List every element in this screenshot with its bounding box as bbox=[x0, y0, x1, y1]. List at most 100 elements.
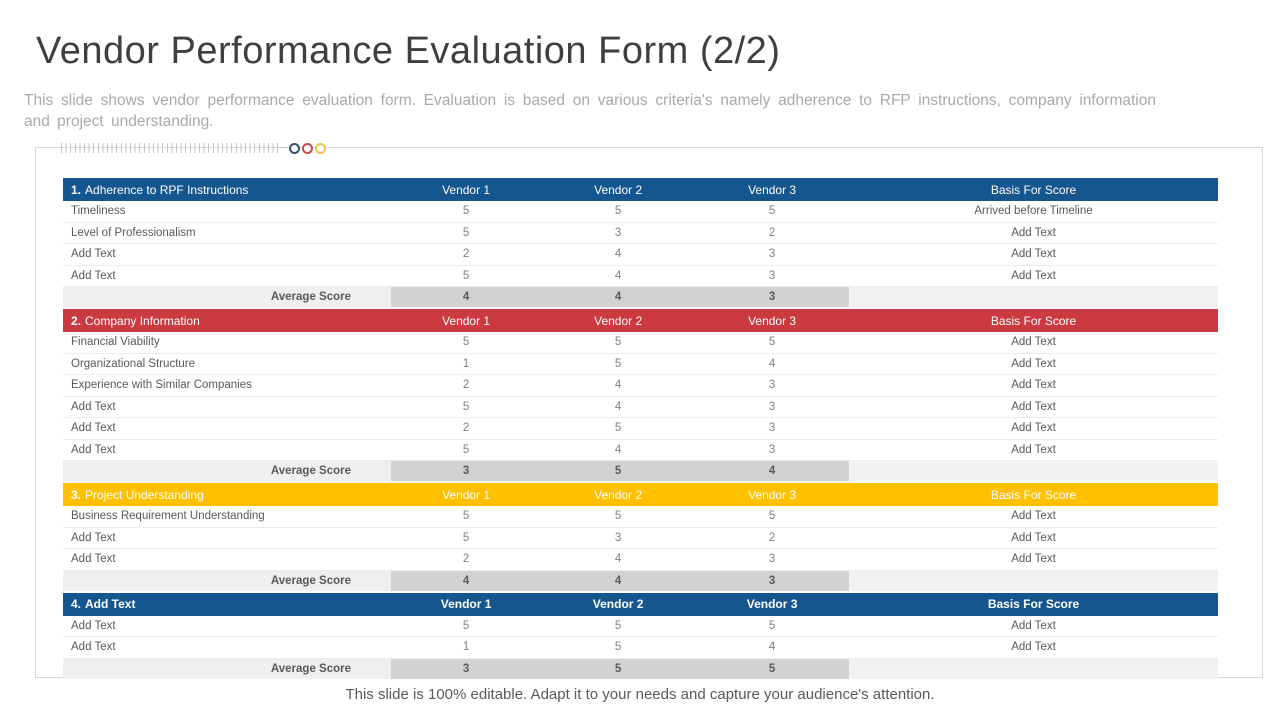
average-score-cell: 4 bbox=[391, 287, 542, 307]
criteria-cell: Add Text bbox=[71, 422, 116, 435]
score-cell: 2 bbox=[768, 226, 776, 239]
basis-cell: Add Text bbox=[1011, 553, 1056, 566]
score-cell: 4 bbox=[768, 641, 776, 654]
section-title: Add Text bbox=[85, 597, 136, 611]
progress-dot-red bbox=[302, 143, 313, 154]
basis-cell: Add Text bbox=[1011, 443, 1056, 456]
average-score-label: Average Score bbox=[63, 461, 392, 481]
vendor-column-header: Vendor 2 bbox=[594, 313, 643, 328]
section-title: Adherence to RPF Instructions bbox=[85, 182, 249, 197]
basis-cell: Add Text bbox=[1011, 400, 1056, 413]
decorative-strip bbox=[36, 142, 1262, 154]
score-cell: 5 bbox=[462, 336, 470, 349]
average-score-cell: 3 bbox=[695, 570, 850, 591]
section-number: 1. bbox=[71, 182, 82, 197]
score-cell: 5 bbox=[768, 336, 776, 349]
section-header-row: 2. Company Information Vendor 1 Vendor 2 Ven… bbox=[63, 309, 1218, 332]
basis-column-header: Basis For Score bbox=[990, 313, 1077, 328]
basis-cell: Add Text bbox=[1011, 226, 1056, 239]
vendor-column-header: Vendor 3 bbox=[748, 487, 797, 502]
score-cell: 4 bbox=[614, 553, 622, 566]
score-cell: 5 bbox=[462, 400, 470, 413]
criteria-cell: Financial Viability bbox=[71, 336, 160, 349]
criteria-cell: Level of Professionalism bbox=[71, 226, 196, 239]
vendor-column-header: Vendor 2 bbox=[592, 597, 644, 611]
vendor-column-header: Vendor 3 bbox=[748, 313, 797, 328]
section-number: 3. bbox=[71, 487, 82, 502]
table-row: Business Requirement Understanding 5 5 5 Add… bbox=[63, 506, 1218, 528]
score-cell: 3 bbox=[768, 400, 776, 413]
score-cell: 2 bbox=[462, 379, 470, 392]
score-cell: 5 bbox=[462, 205, 470, 218]
basis-cell: Add Text bbox=[1011, 336, 1056, 349]
score-cell: 5 bbox=[462, 443, 470, 456]
table-row: Add Text 2 4 3 Add Text bbox=[63, 549, 1218, 571]
average-score-cell: 4 bbox=[541, 287, 696, 307]
score-cell: 3 bbox=[614, 531, 622, 544]
basis-cell: Add Text bbox=[1011, 248, 1056, 261]
average-score-cell: 4 bbox=[695, 461, 850, 481]
score-cell: 5 bbox=[614, 357, 622, 370]
score-cell: 3 bbox=[768, 422, 776, 435]
table-row: Experience with Similar Companies 2 4 3 Add … bbox=[63, 375, 1218, 397]
vendor-column-header: Vendor 1 bbox=[442, 182, 491, 197]
vendor-column-header: Vendor 1 bbox=[442, 487, 491, 502]
criteria-cell: Add Text bbox=[71, 619, 116, 632]
content-panel: 1. Adherence to RPF Instructions Vendor 1 V… bbox=[35, 143, 1263, 679]
basis-column-header: Basis For Score bbox=[990, 182, 1077, 197]
table-section-2: 2. Company Information Vendor 1 Vendor 2 Ven… bbox=[63, 309, 1218, 481]
score-cell: 5 bbox=[768, 619, 776, 632]
average-score-row: Average Score 4 4 3 bbox=[63, 287, 1218, 307]
criteria-cell: Add Text bbox=[71, 400, 116, 413]
dash-ornament bbox=[279, 147, 287, 148]
score-cell: 1 bbox=[462, 357, 470, 370]
progress-dot-blue bbox=[289, 143, 300, 154]
criteria-cell: Experience with Similar Companies bbox=[71, 379, 252, 392]
vendor-column-header: Vendor 3 bbox=[746, 597, 798, 611]
table-row: Organizational Structure 1 5 4 Add Text bbox=[63, 353, 1218, 375]
section-title-cell: 2. Company Information bbox=[63, 309, 391, 332]
score-cell: 5 bbox=[614, 336, 622, 349]
score-cell: 4 bbox=[614, 379, 622, 392]
score-cell: 4 bbox=[768, 357, 776, 370]
average-score-cell: 4 bbox=[541, 570, 696, 591]
score-cell: 3 bbox=[768, 553, 776, 566]
criteria-cell: Business Requirement Understanding bbox=[71, 510, 265, 523]
score-cell: 5 bbox=[462, 531, 470, 544]
score-cell: 5 bbox=[462, 619, 470, 632]
page-title: Vendor Performance Evaluation Form (2/2) bbox=[36, 30, 781, 72]
table-row: Level of Professionalism 5 3 2 Add Text bbox=[63, 222, 1218, 244]
score-cell: 3 bbox=[768, 443, 776, 456]
section-number: 4. bbox=[71, 597, 82, 611]
table-row: Add Text 5 4 3 Add Text bbox=[63, 439, 1218, 461]
score-cell: 2 bbox=[462, 248, 470, 261]
average-score-row: Average Score 4 4 3 bbox=[63, 570, 1218, 591]
table-row: Add Text 1 5 4 Add Text bbox=[63, 637, 1218, 659]
criteria-cell: Timeliness bbox=[71, 205, 126, 218]
score-cell: 4 bbox=[614, 400, 622, 413]
average-basis-cell bbox=[849, 658, 1218, 679]
criteria-cell: Add Text bbox=[71, 248, 116, 261]
criteria-cell: Add Text bbox=[71, 553, 116, 566]
table-section-4: 4. Add Text Vendor 1 Vendor 2 Vendor 3 Basis … bbox=[63, 592, 1218, 679]
score-cell: 4 bbox=[614, 269, 622, 282]
score-cell: 2 bbox=[462, 422, 470, 435]
section-title-cell: 1. Adherence to RPF Instructions bbox=[63, 178, 391, 201]
progress-dot-yellow bbox=[315, 143, 326, 154]
basis-cell: Add Text bbox=[1011, 422, 1056, 435]
table-row: Add Text 5 4 3 Add Text bbox=[63, 396, 1218, 418]
section-header-row: 1. Adherence to RPF Instructions Vendor 1 V… bbox=[63, 178, 1218, 201]
tick-marks-ornament bbox=[61, 143, 278, 153]
criteria-cell: Add Text bbox=[71, 443, 116, 456]
section-number: 2. bbox=[71, 313, 82, 328]
average-score-label: Average Score bbox=[63, 287, 392, 307]
average-basis-cell bbox=[849, 287, 1218, 307]
average-score-cell: 4 bbox=[391, 570, 542, 591]
score-cell: 5 bbox=[614, 205, 622, 218]
basis-cell: Add Text bbox=[1011, 531, 1056, 544]
footer-note: This slide is 100% editable. Adapt it to… bbox=[345, 686, 935, 703]
basis-column-header: Basis For Score bbox=[987, 597, 1080, 611]
table-row: Add Text 5 5 5 Add Text bbox=[63, 615, 1218, 637]
vendor-column-header: Vendor 1 bbox=[440, 597, 492, 611]
